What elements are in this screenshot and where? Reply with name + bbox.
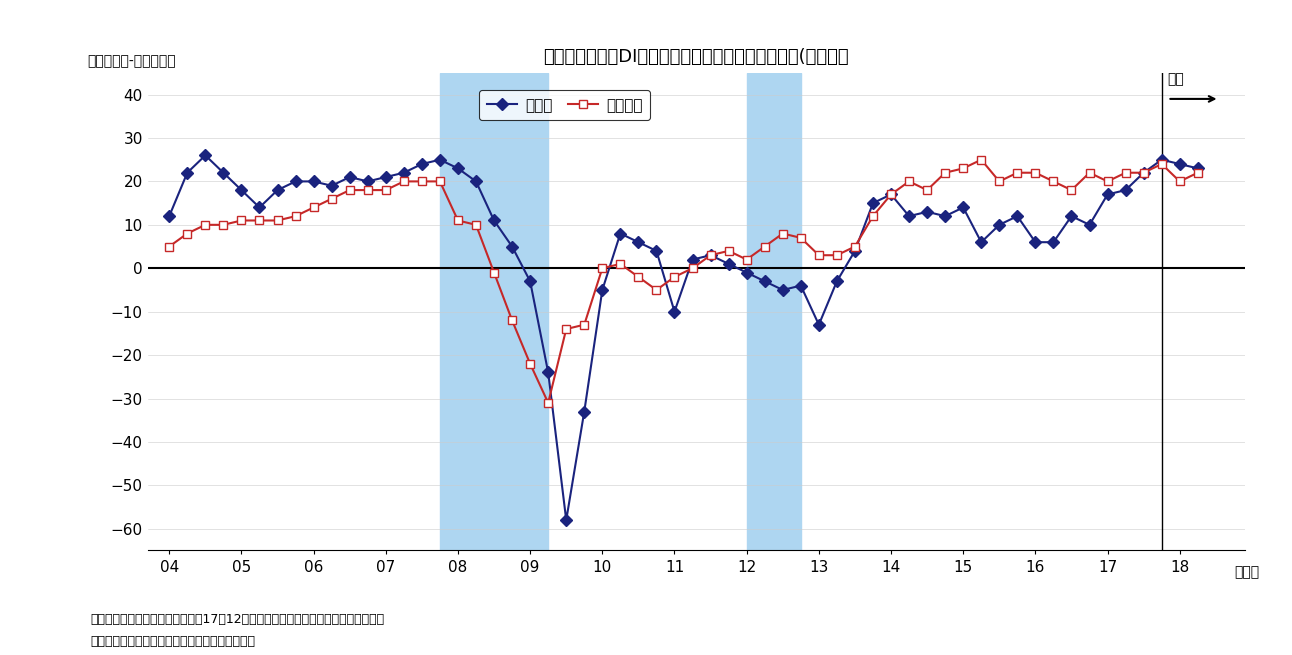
製造業 xyxy=(884,191,899,198)
Text: （注）シャドーは景気後退期間、17年12月調査以降は調査対象見直し後の新ベース: （注）シャドーは景気後退期間、17年12月調査以降は調査対象見直し後の新ベース xyxy=(90,612,385,626)
製造業 xyxy=(1154,156,1169,164)
非製造業 xyxy=(397,178,412,185)
非製造業 xyxy=(1154,160,1169,168)
Line: 非製造業: 非製造業 xyxy=(165,155,1202,407)
Legend: 製造業, 非製造業: 製造業, 非製造業 xyxy=(479,90,650,121)
製造業 xyxy=(162,212,177,220)
製造業 xyxy=(415,160,430,168)
非製造業 xyxy=(1063,186,1079,194)
Text: （「良い」-「悪い」）: （「良い」-「悪い」） xyxy=(88,54,176,68)
製造業 xyxy=(198,151,213,159)
製造業 xyxy=(1063,212,1079,220)
非製造業 xyxy=(540,399,556,407)
非製造業 xyxy=(973,156,988,164)
Bar xyxy=(747,73,801,550)
非製造業 xyxy=(866,212,881,220)
製造業 xyxy=(1190,164,1205,172)
Bar xyxy=(439,73,548,550)
製造業 xyxy=(956,204,972,212)
非製造業 xyxy=(162,242,177,250)
非製造業 xyxy=(415,178,430,185)
Title: 足元の業況判断DIは製造業・非製造業ともに弱含み(大企業）: 足元の業況判断DIは製造業・非製造業ともに弱含み(大企業） xyxy=(544,48,849,66)
Line: 製造業: 製造業 xyxy=(165,151,1202,524)
非製造業 xyxy=(1190,169,1205,177)
製造業 xyxy=(558,516,574,524)
Text: 予測: 予測 xyxy=(1168,72,1185,86)
Text: （年）: （年） xyxy=(1234,566,1258,580)
非製造業 xyxy=(938,169,953,177)
製造業 xyxy=(432,156,447,164)
Text: （資料）日本銀行「全国企業短期経済観測調査」: （資料）日本銀行「全国企業短期経済観測調査」 xyxy=(90,635,256,648)
